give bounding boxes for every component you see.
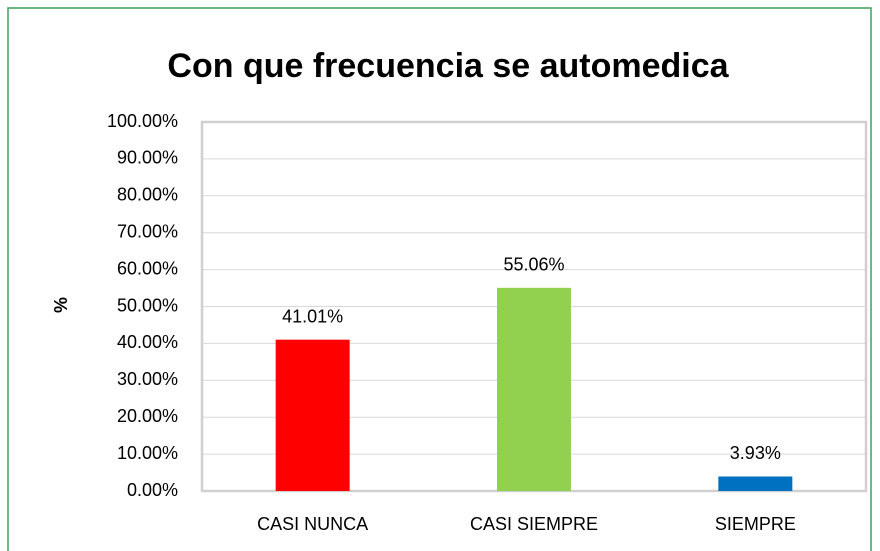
y-tick-label: 10.00% bbox=[117, 443, 178, 463]
y-tick-label: 100.00% bbox=[107, 111, 178, 131]
chart-title: Con que frecuencia se automedica bbox=[167, 47, 729, 85]
y-tick-label: 30.00% bbox=[117, 369, 178, 389]
y-tick-label: 90.00% bbox=[117, 148, 178, 168]
data-label: 41.01% bbox=[282, 306, 343, 326]
bar bbox=[497, 287, 571, 491]
x-tick-label: CASI SIEMPRE bbox=[470, 514, 598, 534]
data-label: 55.06% bbox=[503, 255, 564, 275]
y-tick-label: 20.00% bbox=[117, 406, 178, 426]
x-tick-label: CASI NUNCA bbox=[257, 514, 368, 534]
y-tick-label: 70.00% bbox=[117, 221, 178, 241]
x-tick-label: SIEMPRE bbox=[715, 514, 796, 534]
y-tick-label: 60.00% bbox=[117, 258, 178, 278]
y-tick-label: 50.00% bbox=[117, 295, 178, 315]
bar bbox=[275, 339, 350, 491]
data-label: 3.93% bbox=[730, 443, 781, 463]
y-tick-label: 80.00% bbox=[117, 185, 178, 205]
y-tick-label: 40.00% bbox=[117, 332, 178, 352]
bar bbox=[718, 476, 793, 491]
chart-border bbox=[7, 7, 872, 551]
y-axis-label: % bbox=[51, 297, 71, 313]
y-tick-label: 0.00% bbox=[127, 480, 178, 500]
